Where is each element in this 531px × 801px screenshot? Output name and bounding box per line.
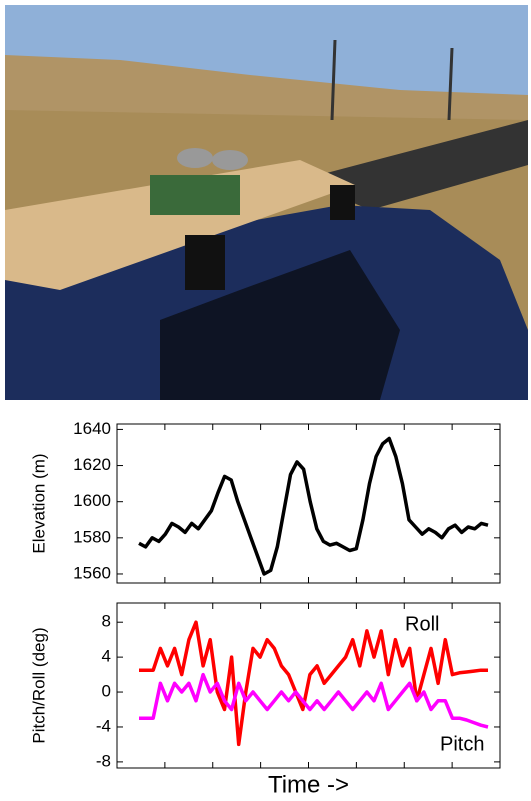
rack-mount	[330, 185, 355, 220]
antenna	[177, 148, 213, 168]
y-tick-label: 0	[102, 682, 111, 701]
series-label: Pitch	[440, 733, 484, 755]
y-tick-label: 1640	[73, 419, 111, 438]
y-tick-label: -4	[96, 716, 111, 735]
electronics	[150, 175, 240, 215]
rack-mount	[185, 235, 225, 290]
x-axis-label: Time ->	[268, 771, 349, 798]
window	[160, 250, 400, 400]
data-line	[139, 620, 488, 747]
y-tick-label: -8	[96, 751, 111, 770]
plot-frame	[116, 423, 501, 584]
pole	[330, 39, 337, 121]
y-tick-label: 4	[102, 647, 111, 666]
y-axis-label: Elevation (m)	[29, 453, 48, 553]
y-tick-label: 1620	[73, 455, 111, 474]
series-label: Roll	[405, 613, 439, 635]
y-axis-label: Pitch/Roll (deg)	[29, 627, 48, 743]
y-tick-label: 1560	[73, 563, 111, 582]
y-tick-label: 1580	[73, 527, 111, 546]
road	[300, 120, 528, 210]
data-line	[138, 436, 489, 576]
y-tick-label: 1600	[73, 491, 111, 510]
y-tick-label: 8	[102, 612, 111, 631]
data-line	[139, 672, 489, 729]
pole	[447, 47, 454, 121]
board	[5, 160, 355, 290]
antenna	[212, 150, 248, 170]
photo	[5, 5, 528, 400]
